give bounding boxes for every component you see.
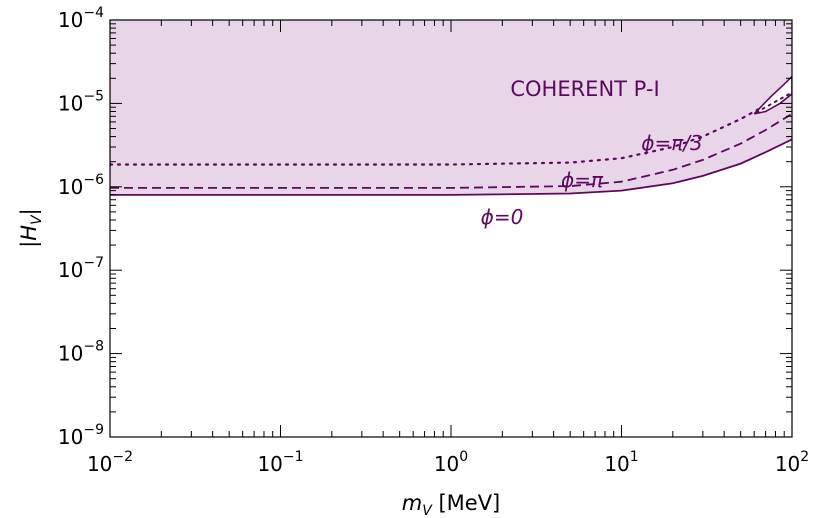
- y-tick-label: 10−5: [58, 88, 104, 115]
- series-line-1: [110, 113, 792, 189]
- series-label-phi-0: ϕ=0: [481, 205, 524, 229]
- x-axis-sub: V: [422, 503, 433, 518]
- y-axis-var: H: [17, 225, 41, 241]
- x-tick-label: 101: [604, 449, 638, 476]
- region-label: COHERENT P-I: [510, 77, 659, 101]
- x-tick-label: 10−2: [87, 449, 133, 476]
- tick-labels: 10−2 10−1 100 101 102 10−9 10−8 10−7 10−6 10−5 10−…: [58, 5, 809, 476]
- y-tick-label: 10−4: [58, 5, 104, 32]
- excluded-region: [110, 20, 792, 195]
- y-tick-label: 10−6: [58, 172, 104, 199]
- axis-ticks: [109, 19, 793, 438]
- x-axis-title: mV [MeV]: [402, 491, 501, 518]
- series-label-phi-pi: ϕ=π: [561, 168, 604, 192]
- y-tick-label: 10−8: [58, 339, 104, 366]
- series-line-0: [110, 138, 792, 196]
- x-axis-unit: [MeV]: [432, 491, 500, 515]
- island-dotted-line: [755, 91, 792, 114]
- y-axis-title: |HV|: [17, 208, 45, 248]
- y-tick-label: 10−7: [58, 255, 104, 282]
- x-axis-var: m: [402, 491, 422, 515]
- y-axis-sub: V: [29, 214, 45, 225]
- island-outline: [753, 75, 792, 115]
- series-label-phi-pi-3: ϕ=π/3: [641, 131, 702, 155]
- x-tick-label: 100: [434, 449, 468, 476]
- excluded-region-fill: [110, 20, 792, 195]
- series-layer: [110, 75, 792, 196]
- x-tick-label: 10−1: [257, 449, 303, 476]
- x-tick-label: 102: [775, 449, 809, 476]
- y-tick-label: 10−9: [58, 422, 104, 449]
